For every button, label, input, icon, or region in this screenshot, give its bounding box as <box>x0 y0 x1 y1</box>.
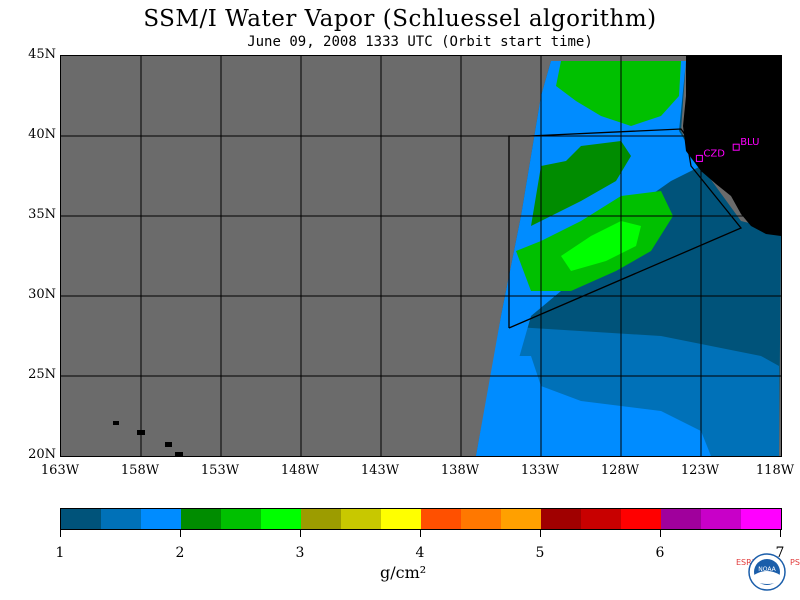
colorbar-segment <box>501 509 541 529</box>
chart-title: SSM/I Water Vapor (Schluessel algorithm) <box>143 6 657 32</box>
colorbar-tick-mark <box>420 529 421 537</box>
colorbar-units: g/cm² <box>380 563 427 582</box>
longitude-label: 118W <box>755 463 795 478</box>
noaa-logo-text: NOAA <box>758 566 776 573</box>
vapor-green-north <box>556 61 681 126</box>
colorbar-tick-label: 4 <box>415 545 425 561</box>
colorbar-tick-label: 6 <box>655 545 665 561</box>
psd-text: PSD <box>790 558 800 567</box>
colorbar-segment <box>101 509 141 529</box>
colorbar-tick-mark <box>180 529 181 537</box>
longitude-label: 143W <box>360 463 400 478</box>
map-gridlines <box>61 56 781 456</box>
colorbar-segment <box>381 509 421 529</box>
colorbar-segment <box>61 509 101 529</box>
colorbar-tick-label: 7 <box>775 545 785 561</box>
colorbar-segment <box>661 509 701 529</box>
colorbar-segment <box>141 509 181 529</box>
colorbar-segment <box>621 509 661 529</box>
colorbar-segment <box>181 509 221 529</box>
hawaii-island-4 <box>175 452 183 456</box>
colorbar-tick-mark <box>540 529 541 537</box>
colorbar-tick-label: 2 <box>175 545 185 561</box>
hawaii-island-3 <box>165 442 172 447</box>
longitude-label: 148W <box>280 463 320 478</box>
colorbar-tick-mark <box>780 529 781 537</box>
colorbar <box>60 508 782 530</box>
longitude-label: 163W <box>40 463 80 478</box>
colorbar-segment <box>541 509 581 529</box>
longitude-label: 123W <box>680 463 720 478</box>
longitude-label: 158W <box>120 463 160 478</box>
colorbar-segment <box>261 509 301 529</box>
colorbar-segment <box>341 509 381 529</box>
latitude-label: 35N <box>28 207 56 222</box>
colorbar-tick-label: 3 <box>295 545 305 561</box>
swath-light-blue-lower <box>476 356 711 456</box>
station-label: CZD <box>703 148 725 159</box>
chart-subtitle: June 09, 2008 1333 UTC (Orbit start time… <box>247 34 593 50</box>
colorbar-tick-label: 1 <box>55 545 65 561</box>
colorbar-segment <box>741 509 781 529</box>
colorbar-tick-mark <box>60 529 61 537</box>
station-label: BLU <box>740 137 759 148</box>
longitude-label: 128W <box>600 463 640 478</box>
colorbar-segment <box>221 509 261 529</box>
colorbar-segment <box>701 509 741 529</box>
colorbar-tick-label: 5 <box>535 545 545 561</box>
station-markers: CZD BLU <box>695 137 759 162</box>
colorbar-segment <box>301 509 341 529</box>
study-region-outline <box>508 128 743 329</box>
hawaii-island-1 <box>113 421 119 425</box>
colorbar-segment <box>461 509 501 529</box>
map-svg: CZD BLU <box>61 56 781 456</box>
esrl-text: ESRL <box>736 558 757 567</box>
latitude-label: 30N <box>28 287 56 302</box>
colorbar-segment <box>581 509 621 529</box>
station-marker <box>732 143 740 151</box>
colorbar-tick-mark <box>300 529 301 537</box>
swath-light-blue <box>476 61 701 456</box>
latitude-label: 40N <box>28 127 56 142</box>
longitude-label: 153W <box>200 463 240 478</box>
latitude-label: 20N <box>28 447 56 462</box>
station-marker <box>695 154 703 162</box>
water-vapor-map: CZD BLU <box>60 55 782 457</box>
colorbar-segment <box>421 509 461 529</box>
north-america-land <box>683 56 781 236</box>
noaa-logo: NOAA <box>748 553 786 591</box>
latitude-label: 25N <box>28 367 56 382</box>
vapor-green-mid <box>531 141 631 226</box>
latitude-label: 45N <box>28 47 56 62</box>
longitude-label: 133W <box>520 463 560 478</box>
longitude-label: 138W <box>440 463 480 478</box>
colorbar-tick-mark <box>660 529 661 537</box>
